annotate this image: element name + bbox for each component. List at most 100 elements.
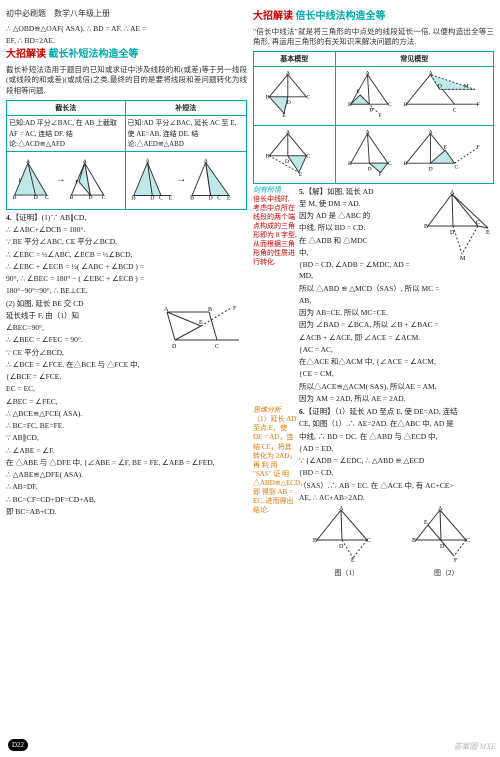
svg-text:A: A [203, 158, 208, 164]
q5-l10: 因为 ∠BAD = ∠BCA, 所以 ∠B + ∠BAC = [299, 319, 494, 330]
svg-text:E: E [168, 195, 172, 201]
svg-text:E: E [351, 558, 355, 564]
svg-text:B: B [403, 161, 407, 167]
svg-text:F: F [378, 114, 381, 120]
svg-text:B: B [313, 538, 317, 544]
q5-l9: 因为 AB=CE, 所以 MC=CE. [299, 307, 494, 318]
q6-l6: （SAS）.∴ AB = EC. 在 △ACE 中, 有 AC+CE> [299, 480, 494, 491]
svg-text:A: A [438, 506, 443, 512]
fig2-cap: 图（2） [399, 568, 495, 578]
svg-text:D: D [369, 108, 373, 114]
page-number-badge: D22 [8, 739, 28, 751]
svg-text:A: A [365, 129, 369, 135]
q4-fig: AB DC EF [161, 300, 247, 350]
svg-text:→: → [56, 175, 65, 185]
svg-text:F: F [454, 558, 458, 564]
q4-l0: 【证明】(1)∵ AB∥CD, [12, 213, 87, 222]
svg-text:E: E [282, 114, 286, 120]
svg-text:A: A [339, 506, 344, 512]
svg-text:D: D [440, 544, 445, 550]
q5-l0: 【解】如图, 延长 AD [305, 187, 374, 196]
method-title-1: 大招解读 截长补短法构造全等 [6, 48, 247, 63]
q4-l1: ∴ ∠ABC+∠DCB = 180°. [6, 224, 247, 235]
q5-side-text: 倍长中线时, 考虑中点所在线段的两个端点构成的三角形即为 8 字型, 从而根据三… [253, 195, 297, 267]
line: ∴ △OBD≌△OAF( ASA). ∴ BD = AF. ∴ AE = [6, 23, 247, 34]
th-jiechang: 截长法 [7, 101, 126, 116]
cell-buduan-fig: AB DC E → AB DC E [125, 151, 246, 209]
svg-text:A: A [164, 307, 169, 313]
svg-text:A: A [83, 159, 88, 165]
svg-text:C: C [466, 538, 470, 544]
svg-text:B: B [412, 538, 416, 544]
svg-text:A: A [26, 159, 31, 165]
q4-l12: ∴ ∠BCE = ∠FCE. 在△BCE 与 △FCE 中, [6, 359, 247, 370]
q4-l18: ∵ AB∥CD, [6, 432, 247, 443]
q4-l16: ∴ △BCE≌△FCE( ASA). [6, 408, 247, 419]
svg-text:A: A [450, 190, 455, 196]
q6-l7: AE, ∴ AC+AB>2AD. [299, 492, 494, 503]
q5-l15: 所以△ACE≌△ACM( SAS), 所以AE = AM, [299, 381, 494, 392]
svg-text:→: → [176, 174, 186, 185]
q4-l20: 在 △ABE 与 △DFE 中, {∠ABE = ∠F, BE = FE, ∠A… [6, 457, 247, 468]
svg-text:B: B [266, 95, 270, 101]
watermark: 答案圈 MXE [454, 741, 496, 753]
svg-text:C: C [387, 161, 391, 167]
svg-text:B: B [190, 195, 194, 201]
svg-text:C: C [367, 538, 371, 544]
cell-jiechang-fig: AB DC F → AB DC F [7, 151, 126, 209]
svg-text:A: A [286, 129, 290, 135]
q5-l12: {AC = AC, [299, 344, 494, 355]
q6-fig2: AB CD EF [406, 504, 486, 564]
svg-text:B: B [131, 195, 135, 201]
th-buduan: 补短法 [125, 101, 246, 116]
svg-text:C: C [45, 195, 49, 201]
method-table-2: 基本模型 常见模型 AB CD E [253, 51, 494, 183]
svg-text:F: F [378, 172, 381, 178]
q6-figs: AB CD E 图（1） AB CD EF [299, 504, 494, 578]
method-title-2: 大招解读 倍长中线法构造全等 [253, 10, 494, 25]
svg-text:C: C [102, 195, 106, 201]
q4-l19: ∴ ∠ABE = ∠F. [6, 445, 247, 456]
svg-text:C: C [159, 195, 163, 201]
q6-tag: 思维分析 [253, 406, 281, 414]
q6-l1: CE, 如图（1）.∴ AE=2AD. 在△ABC 中, AD 是 [299, 418, 494, 429]
th-basic: 基本模型 [254, 52, 336, 67]
blue-label: 截长补短法构造全等 [49, 49, 139, 60]
svg-text:B: B [403, 102, 407, 108]
svg-text:D: D [339, 544, 344, 550]
q5-l6: {BD = CD, ∠ADB = ∠MDC, AD = MD, [299, 259, 494, 282]
q4-l14: EC = EC, [6, 383, 247, 394]
triangle-diagram-1: AB DC F → AB DC F [9, 154, 123, 204]
q5-block: 剑有所悟 倍长中线时, 考虑中点所在线段的两个端点构成的三角形即为 8 字型, … [299, 186, 494, 405]
svg-text:C: C [215, 344, 219, 350]
svg-text:F: F [233, 306, 237, 312]
svg-text:E: E [356, 89, 360, 95]
triangle-diagram-2: AB DC E → AB DC E [128, 154, 244, 204]
cell-basic-fig1: AB CD E [254, 67, 336, 125]
svg-text:E: E [227, 195, 231, 201]
cell-jiechang-text: 已知:AD 平分∠BAC, 在 AB 上截取 AF = AC, 连结 DF. 结… [7, 116, 126, 151]
svg-text:B: B [13, 195, 17, 201]
q5-fig: AB CD EM [422, 188, 494, 262]
q4-l17: ∴ BC=FC, BE=FE. [6, 420, 247, 431]
q5-l16: 因为 AM = 2AD, 所以 AE = 2AD. [299, 393, 494, 404]
q4-l23: ∴ BC=CF=CD+DF=CD+AB, [6, 494, 247, 505]
q6-l2: 中线, ∴ BD = DC. 在 △ABD 与 △ECD 中, [299, 431, 494, 442]
svg-text:E: E [443, 144, 447, 150]
svg-text:F: F [18, 178, 21, 184]
q6-l4: ∵ {∠ADB = ∠EDC, ∴ △ABD ≌ △ECD [299, 455, 494, 466]
svg-text:B: B [348, 161, 352, 167]
svg-text:F: F [476, 102, 479, 108]
cell-common-fig1: ABC DEF AB CD MF [335, 67, 493, 125]
q5-l7: 所以 △ABD ≌ △MCD（SAS）, 所以 MC = [299, 283, 494, 294]
svg-text:D: D [150, 195, 154, 201]
q5-proof: AB CD EM 5.【解】如图, 延长 AD 至 M, 使 DM = AD. … [299, 186, 494, 405]
q5-l13: 在△ACE 和△ACM 中, {∠ACE = ∠ACM, [299, 356, 494, 367]
cell-common-fig2: ABC DF AB CD EF [335, 125, 493, 183]
svg-text:D: D [285, 159, 289, 165]
q6-proof: 6.【证明】（1）延长 AD 至点 E, 使 DE=AD, 连结 CE, 如图（… [299, 406, 494, 503]
common-model-1: ABC DEF AB CD MF [338, 69, 491, 119]
q6-l0: 【证明】（1）延长 AD 至点 E, 使 DE=AD, 连结 [305, 407, 458, 416]
line: EF, ∴ BD=2AE. [6, 35, 247, 46]
q5-l8: AB, [299, 295, 494, 306]
